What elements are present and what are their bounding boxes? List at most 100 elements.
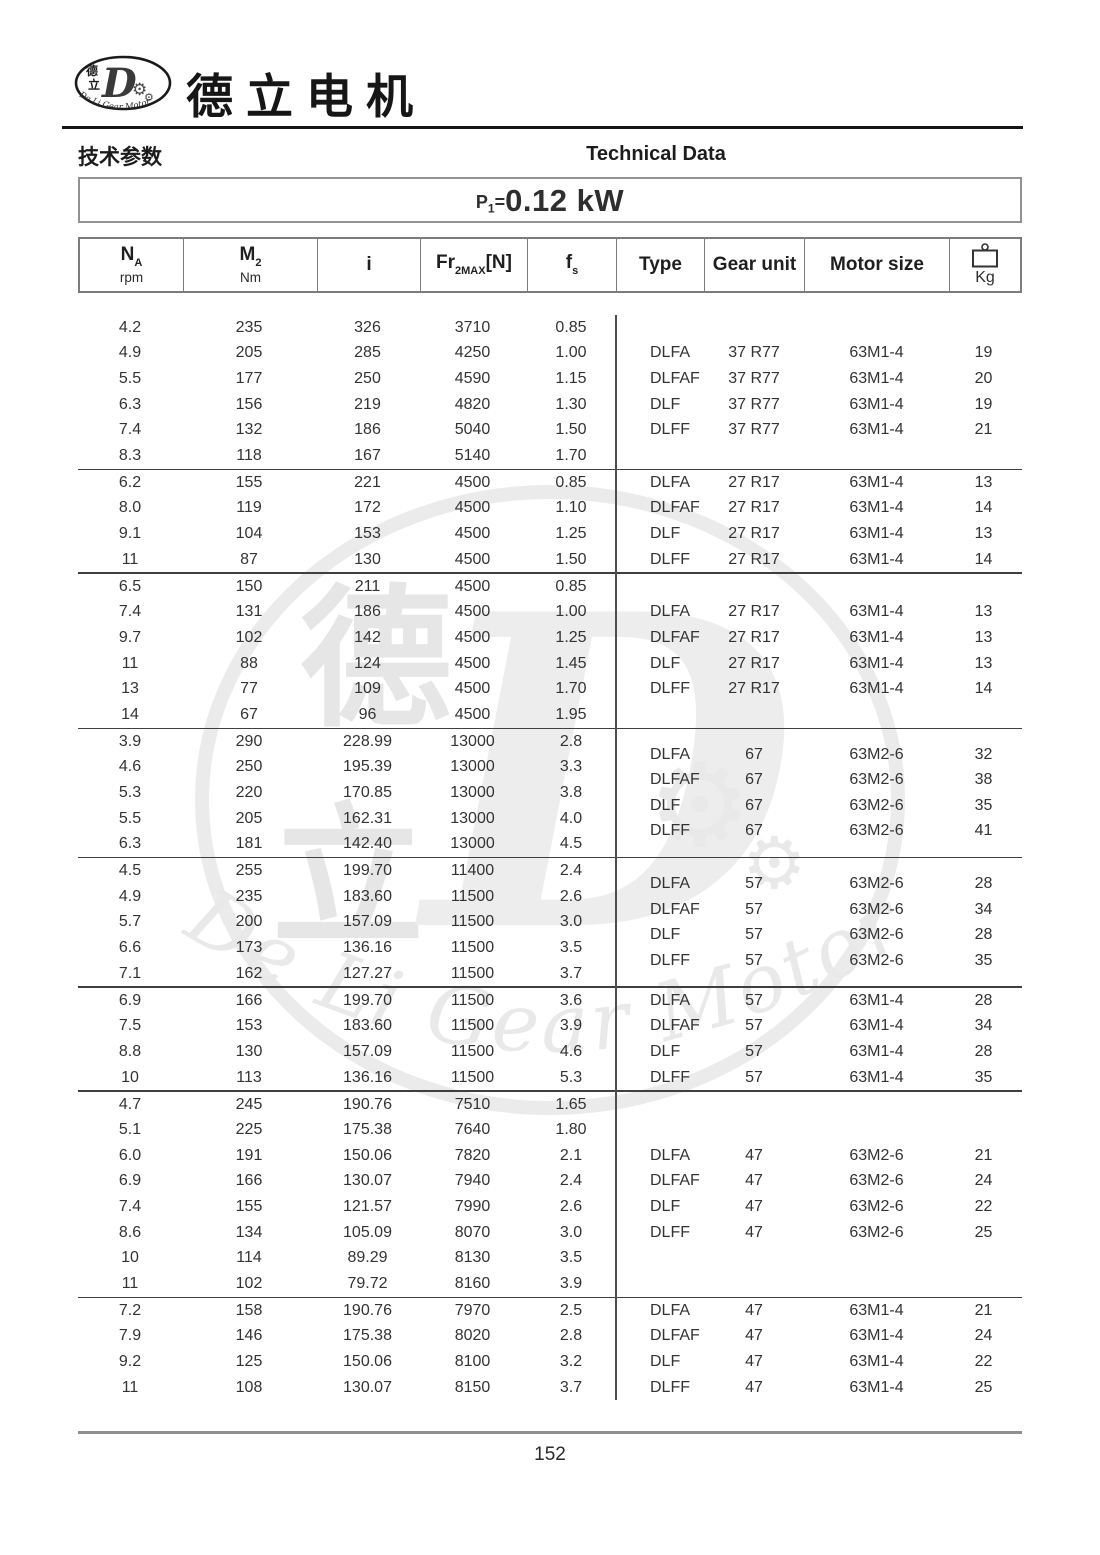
column-header-fr2max: Fr2MAX[N]: [421, 239, 528, 291]
cell-m2: 205: [235, 809, 263, 827]
logo-char-de: 德: [86, 63, 98, 78]
weight-unit-label: Kg: [975, 269, 995, 287]
table-row: DLFF 57 63M1-4 35: [616, 1065, 1022, 1091]
page-number: 152: [534, 1444, 566, 1465]
table-row: DLFA 27 R17 63M1-4 13: [616, 470, 1022, 496]
cell-fr2max: 11500: [450, 887, 495, 905]
table-row: 7.1 162 127.27 11500 3.7: [78, 961, 616, 987]
cell-fs: 1.95: [555, 705, 587, 723]
cell-type: DLFF: [650, 1378, 690, 1396]
cell-m2: 173: [235, 939, 263, 957]
cell-na: 4.9: [118, 344, 142, 362]
logo-letter-d: D: [101, 60, 137, 107]
cell-fr2max: 13000: [450, 758, 495, 776]
cell-fr2max: 13000: [450, 809, 495, 827]
cell-type: DLFAF: [650, 900, 700, 918]
cell-fs: 3.8: [559, 783, 583, 801]
table-row: 5.5 177 250 4590 1.15: [78, 366, 616, 392]
column-header-motor-size: Motor size: [805, 239, 950, 291]
cell-gear-unit: 27 R17: [728, 654, 780, 672]
table-row: DLFA 47 63M1-4 21: [616, 1298, 1022, 1324]
group-left-block: 6.9 166 199.70 11500 3.6 7.5 153 183.60 11500 3.9…: [78, 988, 616, 1090]
cell-motor-size: 63M1-4: [849, 1327, 904, 1345]
brand-name: 德立电机: [186, 70, 426, 125]
table-row: DLFAF 47 63M1-4 24: [616, 1324, 1022, 1350]
table-row: 9.2 125 150.06 8100 3.2: [78, 1349, 616, 1375]
table-row: 10 113 136.16 11500 5.3: [78, 1065, 616, 1091]
cell-type: DLFF: [650, 951, 690, 969]
cell-na: 3.9: [118, 732, 142, 750]
data-group: 4.5 255 199.70 11400 2.4 4.9 235 183.60 11500 2.6…: [78, 858, 1022, 986]
cell-type: DLFAF: [650, 1172, 700, 1190]
table-row: DLFAF 47 63M2-6 24: [616, 1169, 1022, 1195]
cell-i: 136.16: [343, 1068, 392, 1086]
table-row: 6.9 166 199.70 11500 3.6: [78, 988, 616, 1014]
cell-fr2max: 8020: [454, 1327, 491, 1345]
table-row: DLF 47 63M1-4 22: [616, 1349, 1022, 1375]
cell-weight: 14: [974, 680, 993, 698]
cell-gear-unit: 47: [745, 1146, 763, 1164]
cell-weight: 13: [974, 654, 993, 672]
cell-fs: 1.10: [555, 499, 587, 517]
cell-motor-size: 63M1-4: [849, 1042, 904, 1060]
cell-motor-size: 63M2-6: [849, 1172, 904, 1190]
cell-weight: 13: [974, 525, 993, 543]
cell-fs: 1.00: [555, 344, 587, 362]
cell-gear-unit: 57: [745, 1068, 763, 1086]
cell-na: 10: [121, 1249, 139, 1267]
table-row: 6.6 173 136.16 11500 3.5: [78, 935, 616, 961]
cell-m2: 118: [236, 446, 262, 464]
table-row: DLFAF 37 R77 63M1-4 20: [616, 366, 1022, 392]
cell-fr2max: 8070: [454, 1223, 491, 1241]
table-row: 7.2 158 190.76 7970 2.5: [78, 1298, 616, 1324]
cell-motor-size: 63M1-4: [849, 499, 904, 517]
cell-gear-unit: 27 R17: [728, 550, 780, 568]
table-row: 9.1 104 153 4500 1.25: [78, 521, 616, 547]
cell-fs: 1.15: [555, 369, 587, 387]
table-row: 5.7 200 157.09 11500 3.0: [78, 910, 616, 936]
cell-fr2max: 7510: [454, 1095, 491, 1113]
cell-weight: 35: [974, 951, 993, 969]
cell-motor-size: 63M2-6: [849, 1197, 904, 1215]
cell-motor-size: 63M1-4: [849, 603, 904, 621]
logo-ring: [74, 55, 172, 111]
group-left-block: 4.2 235 326 3710 0.85 4.9 205 285 4250 1.00 5.5 177…: [78, 315, 616, 469]
cell-i: 326: [354, 318, 381, 336]
column-header-type: Type: [617, 239, 705, 291]
cell-fs: 2.1: [559, 1146, 583, 1164]
table-row: 6.3 181 142.40 13000 4.5: [78, 831, 616, 857]
cell-gear-unit: 37 R77: [728, 369, 780, 387]
cell-i: 130: [354, 550, 381, 568]
group-right-block: DLFA 37 R77 63M1-4 19 DLFAF 37 R77 63M1-4 20 DLF…: [616, 315, 1022, 469]
data-group: 4.2 235 326 3710 0.85 4.9 205 285 4250 1.00 5.5 177…: [78, 315, 1022, 469]
cell-i: 150.06: [343, 1353, 392, 1371]
cell-i: 157.09: [343, 1042, 392, 1060]
cell-na: 6.3: [118, 835, 142, 853]
cell-gear-unit: 67: [745, 771, 763, 789]
group-left-block: 6.5 150 211 4500 0.85 7.4 131 186 4500 1.00 9.7 102…: [78, 574, 616, 728]
cell-m2: 132: [235, 421, 263, 439]
cell-weight: 21: [974, 1301, 993, 1319]
cell-m2: 156: [235, 395, 263, 413]
cell-type: DLF: [650, 525, 681, 543]
cell-m2: 225: [235, 1121, 263, 1139]
group-separator: [78, 1296, 1022, 1299]
cell-m2: 250: [235, 758, 263, 776]
table-row: 11 88 124 4500 1.45: [78, 651, 616, 677]
cell-fr2max: 4500: [454, 499, 491, 517]
cell-gear-unit: 27 R17: [728, 473, 780, 491]
cell-weight: 35: [974, 796, 993, 814]
cell-na: 7.4: [118, 1197, 142, 1215]
table-row: DLFF 47 63M2-6 25: [616, 1220, 1022, 1246]
cell-i: 228.99: [343, 732, 392, 750]
cell-weight: 21: [974, 421, 993, 439]
group-left-block: 4.7 245 190.76 7510 1.65 5.1 225 175.38 7640 1.80…: [78, 1092, 616, 1297]
cell-fs: 3.0: [559, 913, 583, 931]
cell-fr2max: 3710: [454, 318, 491, 336]
table-row: 13 77 109 4500 1.70: [78, 676, 616, 702]
cell-weight: 38: [974, 771, 993, 789]
data-group: 4.7 245 190.76 7510 1.65 5.1 225 175.38 7640 1.80…: [78, 1092, 1022, 1297]
cell-gear-unit: 47: [745, 1172, 763, 1190]
cell-i: 221: [354, 473, 381, 491]
cell-fs: 3.6: [559, 991, 583, 1009]
